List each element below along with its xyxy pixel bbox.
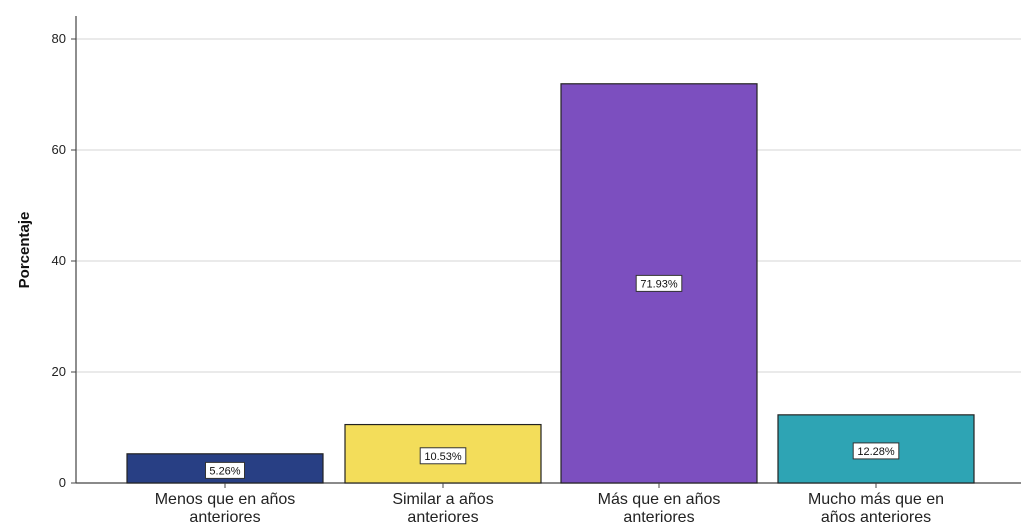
x-tick-label: Menos que en años bbox=[155, 491, 296, 508]
x-tick-label: anteriores bbox=[623, 509, 694, 526]
axes bbox=[75, 16, 1021, 484]
y-tick-label: 0 bbox=[59, 475, 66, 490]
y-axis-label: Porcentaje bbox=[16, 212, 33, 289]
x-tick-label: Más que en años bbox=[598, 491, 721, 508]
data-label: 12.28% bbox=[857, 446, 895, 458]
data-labels: 5.26% 10.53% 71.93% 12.28% bbox=[205, 274, 900, 479]
x-tick-label: anteriores bbox=[189, 509, 260, 526]
gridlines bbox=[76, 38, 1021, 373]
y-tick-label: 40 bbox=[52, 253, 66, 268]
data-label-box bbox=[419, 447, 467, 465]
data-label-box bbox=[635, 274, 683, 292]
data-label-box bbox=[852, 442, 900, 460]
y-tick-label: 80 bbox=[52, 31, 66, 46]
x-tick-label: anteriores bbox=[407, 509, 478, 526]
data-label: 5.26% bbox=[209, 465, 240, 477]
bars bbox=[126, 83, 975, 484]
y-tick-label: 60 bbox=[52, 142, 66, 157]
y-tick-label: 20 bbox=[52, 364, 66, 379]
y-tick-labels: 0 20 40 60 80 bbox=[52, 31, 76, 490]
x-tick-label: Mucho más que en bbox=[808, 491, 944, 508]
data-label-box bbox=[205, 461, 245, 479]
x-tick-label: Similar a años bbox=[392, 491, 493, 508]
data-label: 71.93% bbox=[640, 278, 678, 290]
x-tick-label: años anteriores bbox=[821, 509, 931, 526]
data-label: 10.53% bbox=[424, 451, 462, 463]
